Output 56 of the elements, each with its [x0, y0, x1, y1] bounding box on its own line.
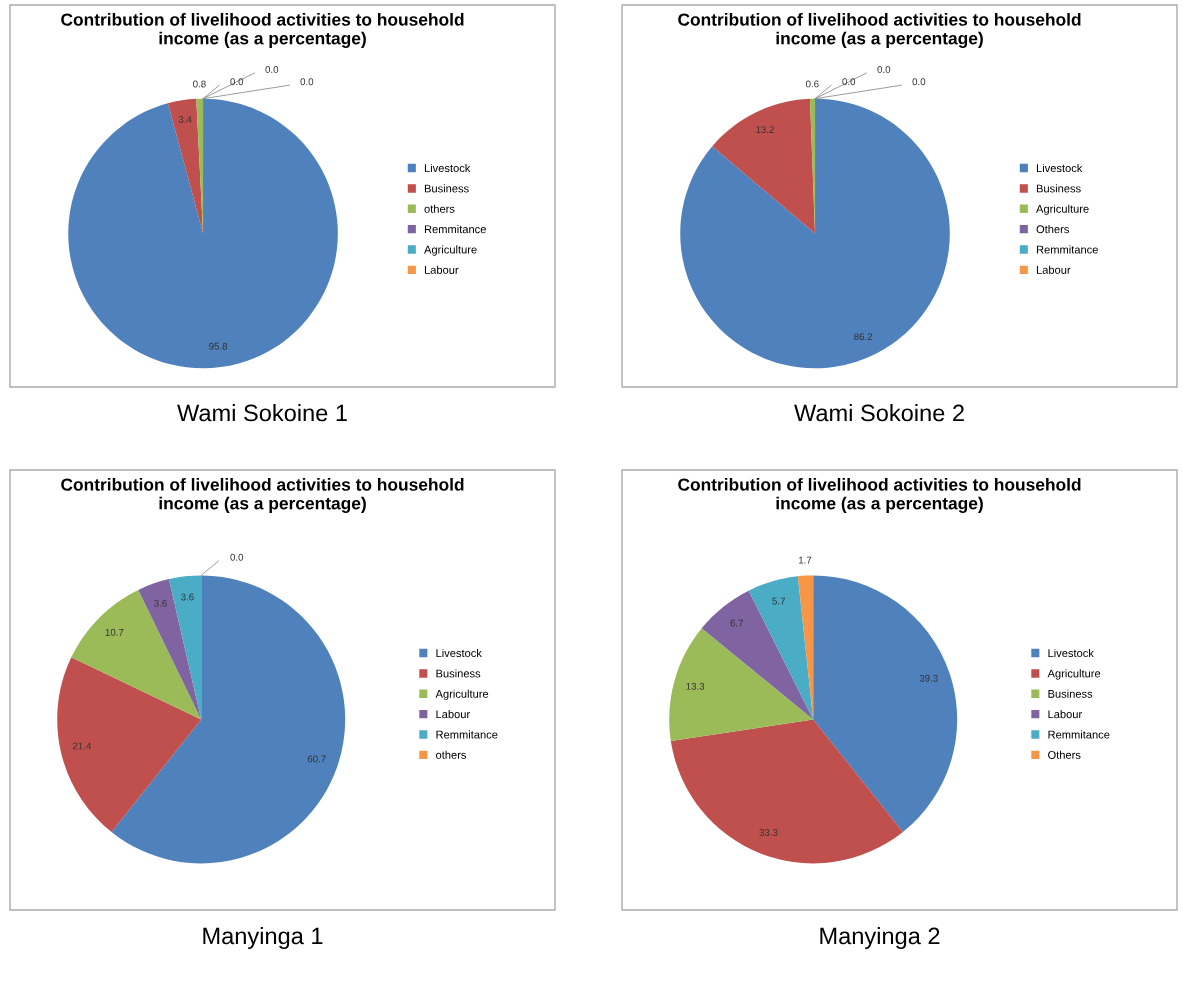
legend-label: Remmitance	[424, 225, 486, 234]
legend-label: others	[436, 750, 467, 759]
data-label: 3.6	[181, 593, 194, 601]
text: Wami Sokoine 2	[794, 403, 964, 422]
legend-label: Business	[1048, 689, 1093, 698]
data-label: 21.4	[72, 742, 92, 750]
chart-title: Contribution of livelihood activities to household income (as a percentage)	[678, 478, 1081, 513]
text: Manyinga 1	[203, 926, 323, 950]
legend-label: Agriculture	[1036, 204, 1089, 215]
data-label: 33.3	[759, 829, 778, 836]
text: 0.0	[230, 78, 244, 86]
legend-label: Others	[1048, 750, 1081, 759]
legend-label: Labour	[424, 265, 459, 274]
chart-title: Contribution of livelihood activities to household income (as a percentage)	[61, 478, 464, 513]
text: 0.0	[300, 78, 314, 86]
data-label: 3.6	[154, 599, 167, 607]
legend-label: Agriculture	[424, 245, 477, 256]
text: Manyinga 2	[820, 926, 940, 950]
legend-label: others	[424, 204, 455, 213]
legend-label: Labour	[1036, 265, 1071, 274]
data-label: 86.2	[854, 333, 873, 341]
chart-title: Contribution of livelihood activities to household income (as a percentage)	[61, 13, 464, 48]
data-label: 10.7	[105, 628, 124, 636]
text: 0.0	[842, 78, 856, 86]
legend-label: Remmitance	[1048, 730, 1110, 739]
text: 0.0	[230, 553, 244, 561]
legend-label: Labour	[436, 710, 470, 719]
text: 0.0	[265, 66, 279, 73]
data-label: 5.7	[772, 597, 785, 605]
legend-label: Remmitance	[1036, 245, 1098, 254]
chart-title: Contribution of livelihood activities to household income (as a percentage)	[678, 13, 1081, 48]
data-label: 6.7	[730, 619, 743, 627]
data-label: 3.4	[178, 116, 192, 123]
data-label: 1.7	[798, 556, 812, 564]
legend-label: Remmitance	[436, 730, 498, 739]
legend-label: Business	[1036, 184, 1081, 193]
data-label: 13.2	[756, 126, 774, 134]
data-label: 95.8	[209, 342, 228, 350]
legend-label: Livestock	[1036, 163, 1083, 173]
legend-label: Others	[1036, 225, 1069, 234]
data-label: 0.8	[193, 80, 206, 88]
data-label: 39.3	[919, 674, 938, 682]
text: 0.0	[877, 66, 891, 73]
data-label: 13.3	[686, 682, 705, 690]
legend-label: Livestock	[1048, 648, 1094, 658]
data-label: 60.7	[307, 755, 326, 763]
legend-label: Labour	[1048, 710, 1082, 719]
legend-label: Business	[424, 184, 469, 193]
text: Wami Sokoine 1	[177, 403, 347, 422]
legend-label: Business	[436, 669, 481, 678]
data-label: 0.6	[805, 80, 819, 88]
text: 0.0	[912, 78, 926, 86]
legend-label: Agriculture	[1047, 669, 1101, 680]
legend-label: Livestock	[424, 163, 471, 173]
legend-label: Livestock	[436, 648, 482, 658]
legend-label: Agriculture	[435, 689, 489, 700]
